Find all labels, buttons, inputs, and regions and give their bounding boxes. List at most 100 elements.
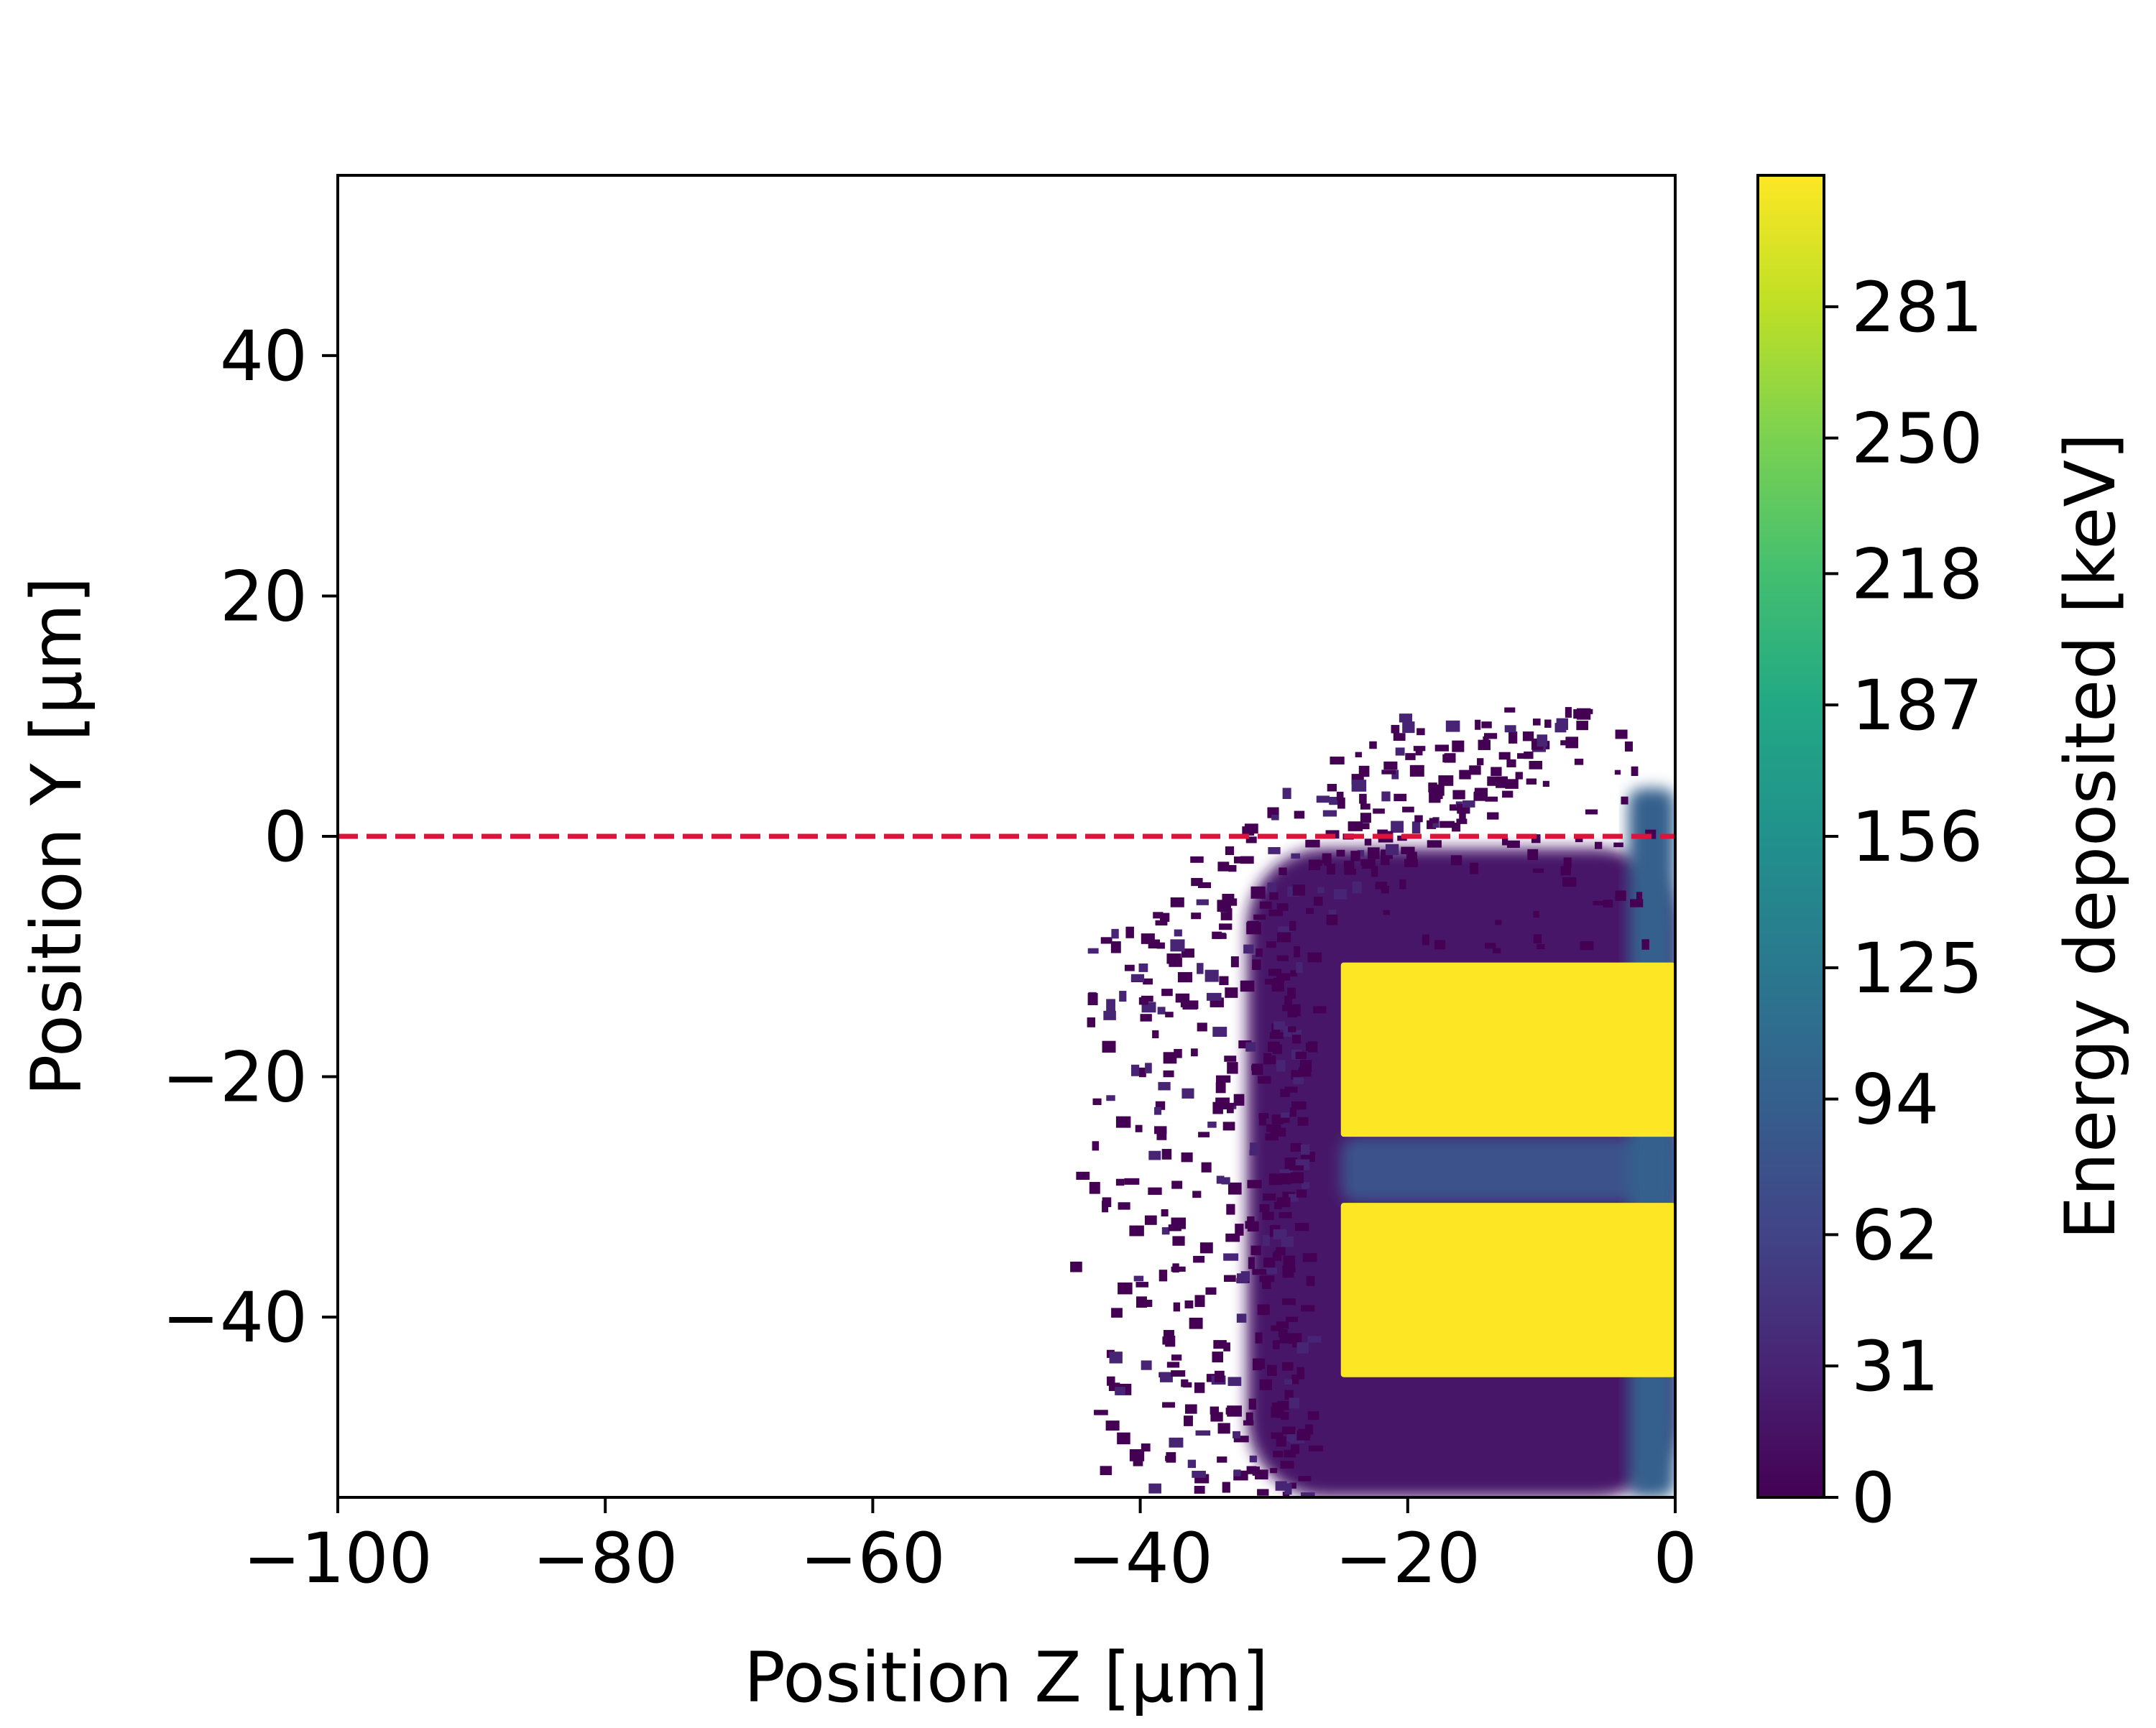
energy-speckle xyxy=(1249,1455,1258,1463)
energy-speckle xyxy=(1574,758,1584,765)
energy-speckle xyxy=(1306,907,1314,915)
energy-speckle xyxy=(1207,1122,1217,1128)
energy-speckle xyxy=(1217,861,1230,872)
energy-speckle xyxy=(1265,1133,1279,1141)
energy-speckle xyxy=(1336,849,1345,857)
energy-speckle xyxy=(1273,1451,1284,1458)
energy-speckle xyxy=(1247,1180,1262,1188)
energy-speckle xyxy=(1105,1420,1120,1431)
energy-speckle xyxy=(1615,890,1626,901)
energy-speckle xyxy=(1144,1215,1157,1225)
energy-speckle xyxy=(1130,1064,1140,1076)
energy-speckle xyxy=(1327,784,1337,792)
energy-speckle xyxy=(1191,912,1202,920)
energy-speckle xyxy=(1556,718,1568,730)
energy-speckle xyxy=(1508,731,1518,744)
energy-speckle xyxy=(1215,1370,1225,1382)
energy-speckle xyxy=(1402,806,1414,813)
energy-speckle xyxy=(1140,1014,1152,1022)
energy-speckle xyxy=(1094,1410,1108,1415)
energy-speckle xyxy=(1276,1060,1286,1072)
colorbar-tick-label: 125 xyxy=(1851,928,1983,1009)
energy-speckle xyxy=(1290,970,1297,977)
heat-region-right-edge-column xyxy=(1628,788,1675,1497)
energy-speckle xyxy=(1228,864,1237,872)
energy-speckle xyxy=(1103,1010,1116,1020)
energy-speckle xyxy=(1135,1282,1149,1288)
energy-speckle xyxy=(1102,1040,1116,1053)
energy-speckle xyxy=(1225,987,1238,998)
energy-speckle xyxy=(1300,1492,1315,1497)
energy-speckle xyxy=(1258,1113,1269,1119)
scatter-speckle-layer xyxy=(1070,707,1657,1497)
energy-speckle xyxy=(1506,759,1516,767)
energy-speckle xyxy=(1284,1449,1296,1458)
energy-speckle xyxy=(1452,822,1461,832)
energy-speckle xyxy=(1281,1412,1289,1420)
energy-speckle xyxy=(1282,787,1291,800)
energy-speckle xyxy=(1296,1189,1307,1198)
energy-speckle xyxy=(1313,897,1323,906)
energy-speckle xyxy=(1276,973,1291,981)
energy-speckle xyxy=(1289,1482,1296,1489)
energy-speckle xyxy=(1351,780,1367,792)
energy-speckle xyxy=(1124,1178,1140,1185)
energy-speckle xyxy=(1343,860,1355,869)
x-tick-label: −100 xyxy=(243,1518,433,1599)
energy-speckle xyxy=(1381,886,1389,894)
energy-speckle xyxy=(1269,1032,1284,1039)
energy-speckle xyxy=(1462,800,1475,808)
energy-speckle xyxy=(1276,1321,1289,1329)
energy-speckle xyxy=(1267,1364,1277,1376)
energy-speckle xyxy=(1603,900,1613,908)
energy-speckle xyxy=(1630,899,1644,907)
energy-speckle xyxy=(1217,900,1231,912)
energy-speckle xyxy=(1263,1257,1276,1267)
energy-speckle xyxy=(1360,859,1376,866)
energy-speckle xyxy=(1100,937,1112,944)
energy-speckle xyxy=(1593,900,1606,905)
energy-speckle xyxy=(1166,1452,1176,1463)
y-axis-ticks: −40 −20 0 20 40 xyxy=(162,316,338,1358)
colorbar-tick-label: 218 xyxy=(1851,534,1983,614)
y-tick-label: 40 xyxy=(220,316,308,397)
energy-speckle xyxy=(1163,1330,1174,1341)
energy-speckle xyxy=(1364,838,1372,846)
energy-speckle xyxy=(1296,1342,1309,1354)
energy-speckle xyxy=(1129,1225,1144,1237)
energy-speckle xyxy=(1138,963,1148,972)
energy-speckle xyxy=(1227,1062,1238,1074)
energy-speckle xyxy=(1289,1397,1300,1409)
energy-speckle xyxy=(1274,1250,1282,1260)
energy-speckle xyxy=(1450,855,1462,866)
energy-speckle xyxy=(1141,1360,1152,1370)
energy-speckle xyxy=(1172,1263,1179,1273)
energy-speckle xyxy=(1175,993,1190,1003)
energy-speckle xyxy=(1297,1117,1309,1126)
energy-speckle xyxy=(1217,1456,1227,1463)
energy-speckle xyxy=(1284,1390,1294,1400)
energy-speckle xyxy=(1215,1082,1226,1094)
energy-speckle xyxy=(1189,1317,1203,1329)
energy-speckle xyxy=(1110,941,1121,953)
energy-speckle xyxy=(1281,1426,1296,1435)
energy-speckle xyxy=(1289,1107,1297,1117)
energy-speckle xyxy=(1107,1376,1115,1386)
energy-speckle xyxy=(1284,995,1292,1008)
energy-speckle xyxy=(1233,1436,1249,1443)
energy-speckle xyxy=(1324,856,1331,866)
energy-speckle xyxy=(1159,1372,1173,1382)
energy-speckle xyxy=(1173,1302,1181,1312)
colorbar-tick-label: 156 xyxy=(1851,797,1983,877)
energy-speckle xyxy=(1115,1387,1125,1395)
energy-speckle xyxy=(1222,894,1235,900)
energy-speckle xyxy=(1495,920,1502,925)
energy-speckle xyxy=(1302,1253,1317,1262)
energy-speckle xyxy=(1193,1255,1205,1263)
energy-speckle xyxy=(1432,784,1445,796)
energy-speckle xyxy=(1171,1181,1183,1189)
energy-speckle xyxy=(1216,1075,1231,1083)
energy-speckle xyxy=(1361,823,1370,830)
energy-speckle xyxy=(1148,1187,1162,1195)
